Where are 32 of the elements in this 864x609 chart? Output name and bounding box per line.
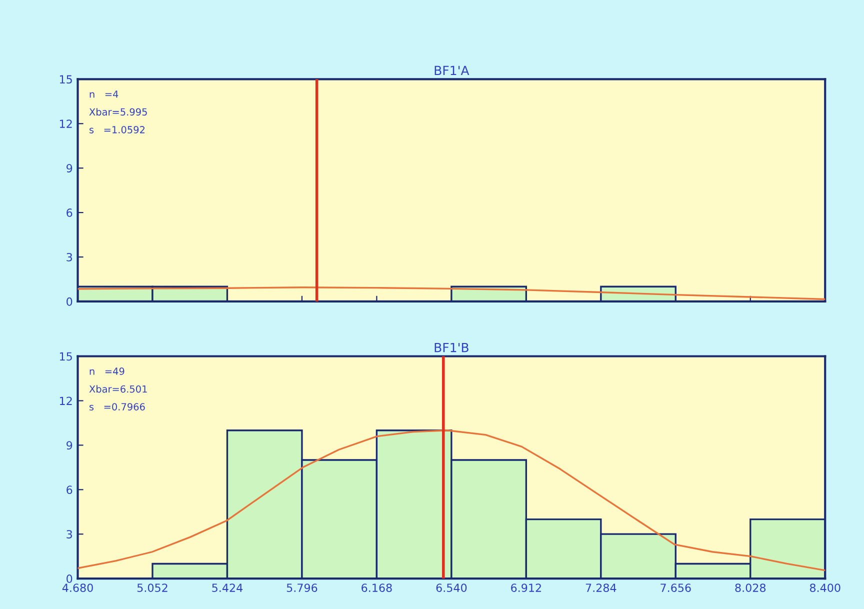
y-tick-label: 6 xyxy=(66,486,72,494)
y-tick-label: 6 xyxy=(66,208,72,217)
y-tick-label: 9 xyxy=(66,441,72,450)
y-tick-label: 0 xyxy=(66,297,72,306)
y-tick-label: 3 xyxy=(66,252,72,262)
x-tick-label: 5.796 xyxy=(286,584,318,592)
x-tick-label: 5.052 xyxy=(137,584,168,592)
chart-title: BF1'A xyxy=(434,66,470,76)
x-tick-label: 4.680 xyxy=(62,584,93,592)
x-tick-label: 8.400 xyxy=(810,584,840,592)
y-tick-label: 15 xyxy=(60,352,72,361)
annotation: s =1.0592 xyxy=(90,126,144,134)
line-series xyxy=(78,430,826,572)
x-tick-label: 6.540 xyxy=(436,584,467,592)
y-tick-label: 12 xyxy=(60,396,72,405)
x-tick-label: 7.656 xyxy=(660,584,691,592)
y-tick-label: 3 xyxy=(66,530,72,538)
x-tick-label: 8.028 xyxy=(735,584,766,592)
annotation: n =49 xyxy=(90,368,124,375)
y-tick-label: 15 xyxy=(60,75,72,84)
chart-title: BF1'B xyxy=(434,342,468,352)
annotation: Xbar=5.995 xyxy=(89,108,147,116)
x-tick-label: 6.912 xyxy=(511,584,541,592)
x-tick-label: 6.168 xyxy=(362,584,392,592)
y-tick-label: 0 xyxy=(66,574,72,583)
x-tick-label: 5.424 xyxy=(212,584,243,592)
annotation: n =4 xyxy=(90,90,118,98)
y-tick-label: 12 xyxy=(60,120,72,128)
x-tick-label: 7.284 xyxy=(586,584,616,592)
annotation: Xbar=6.501 xyxy=(89,385,147,393)
y-tick-label: 9 xyxy=(66,164,72,172)
annotation: s =0.7966 xyxy=(90,403,145,410)
